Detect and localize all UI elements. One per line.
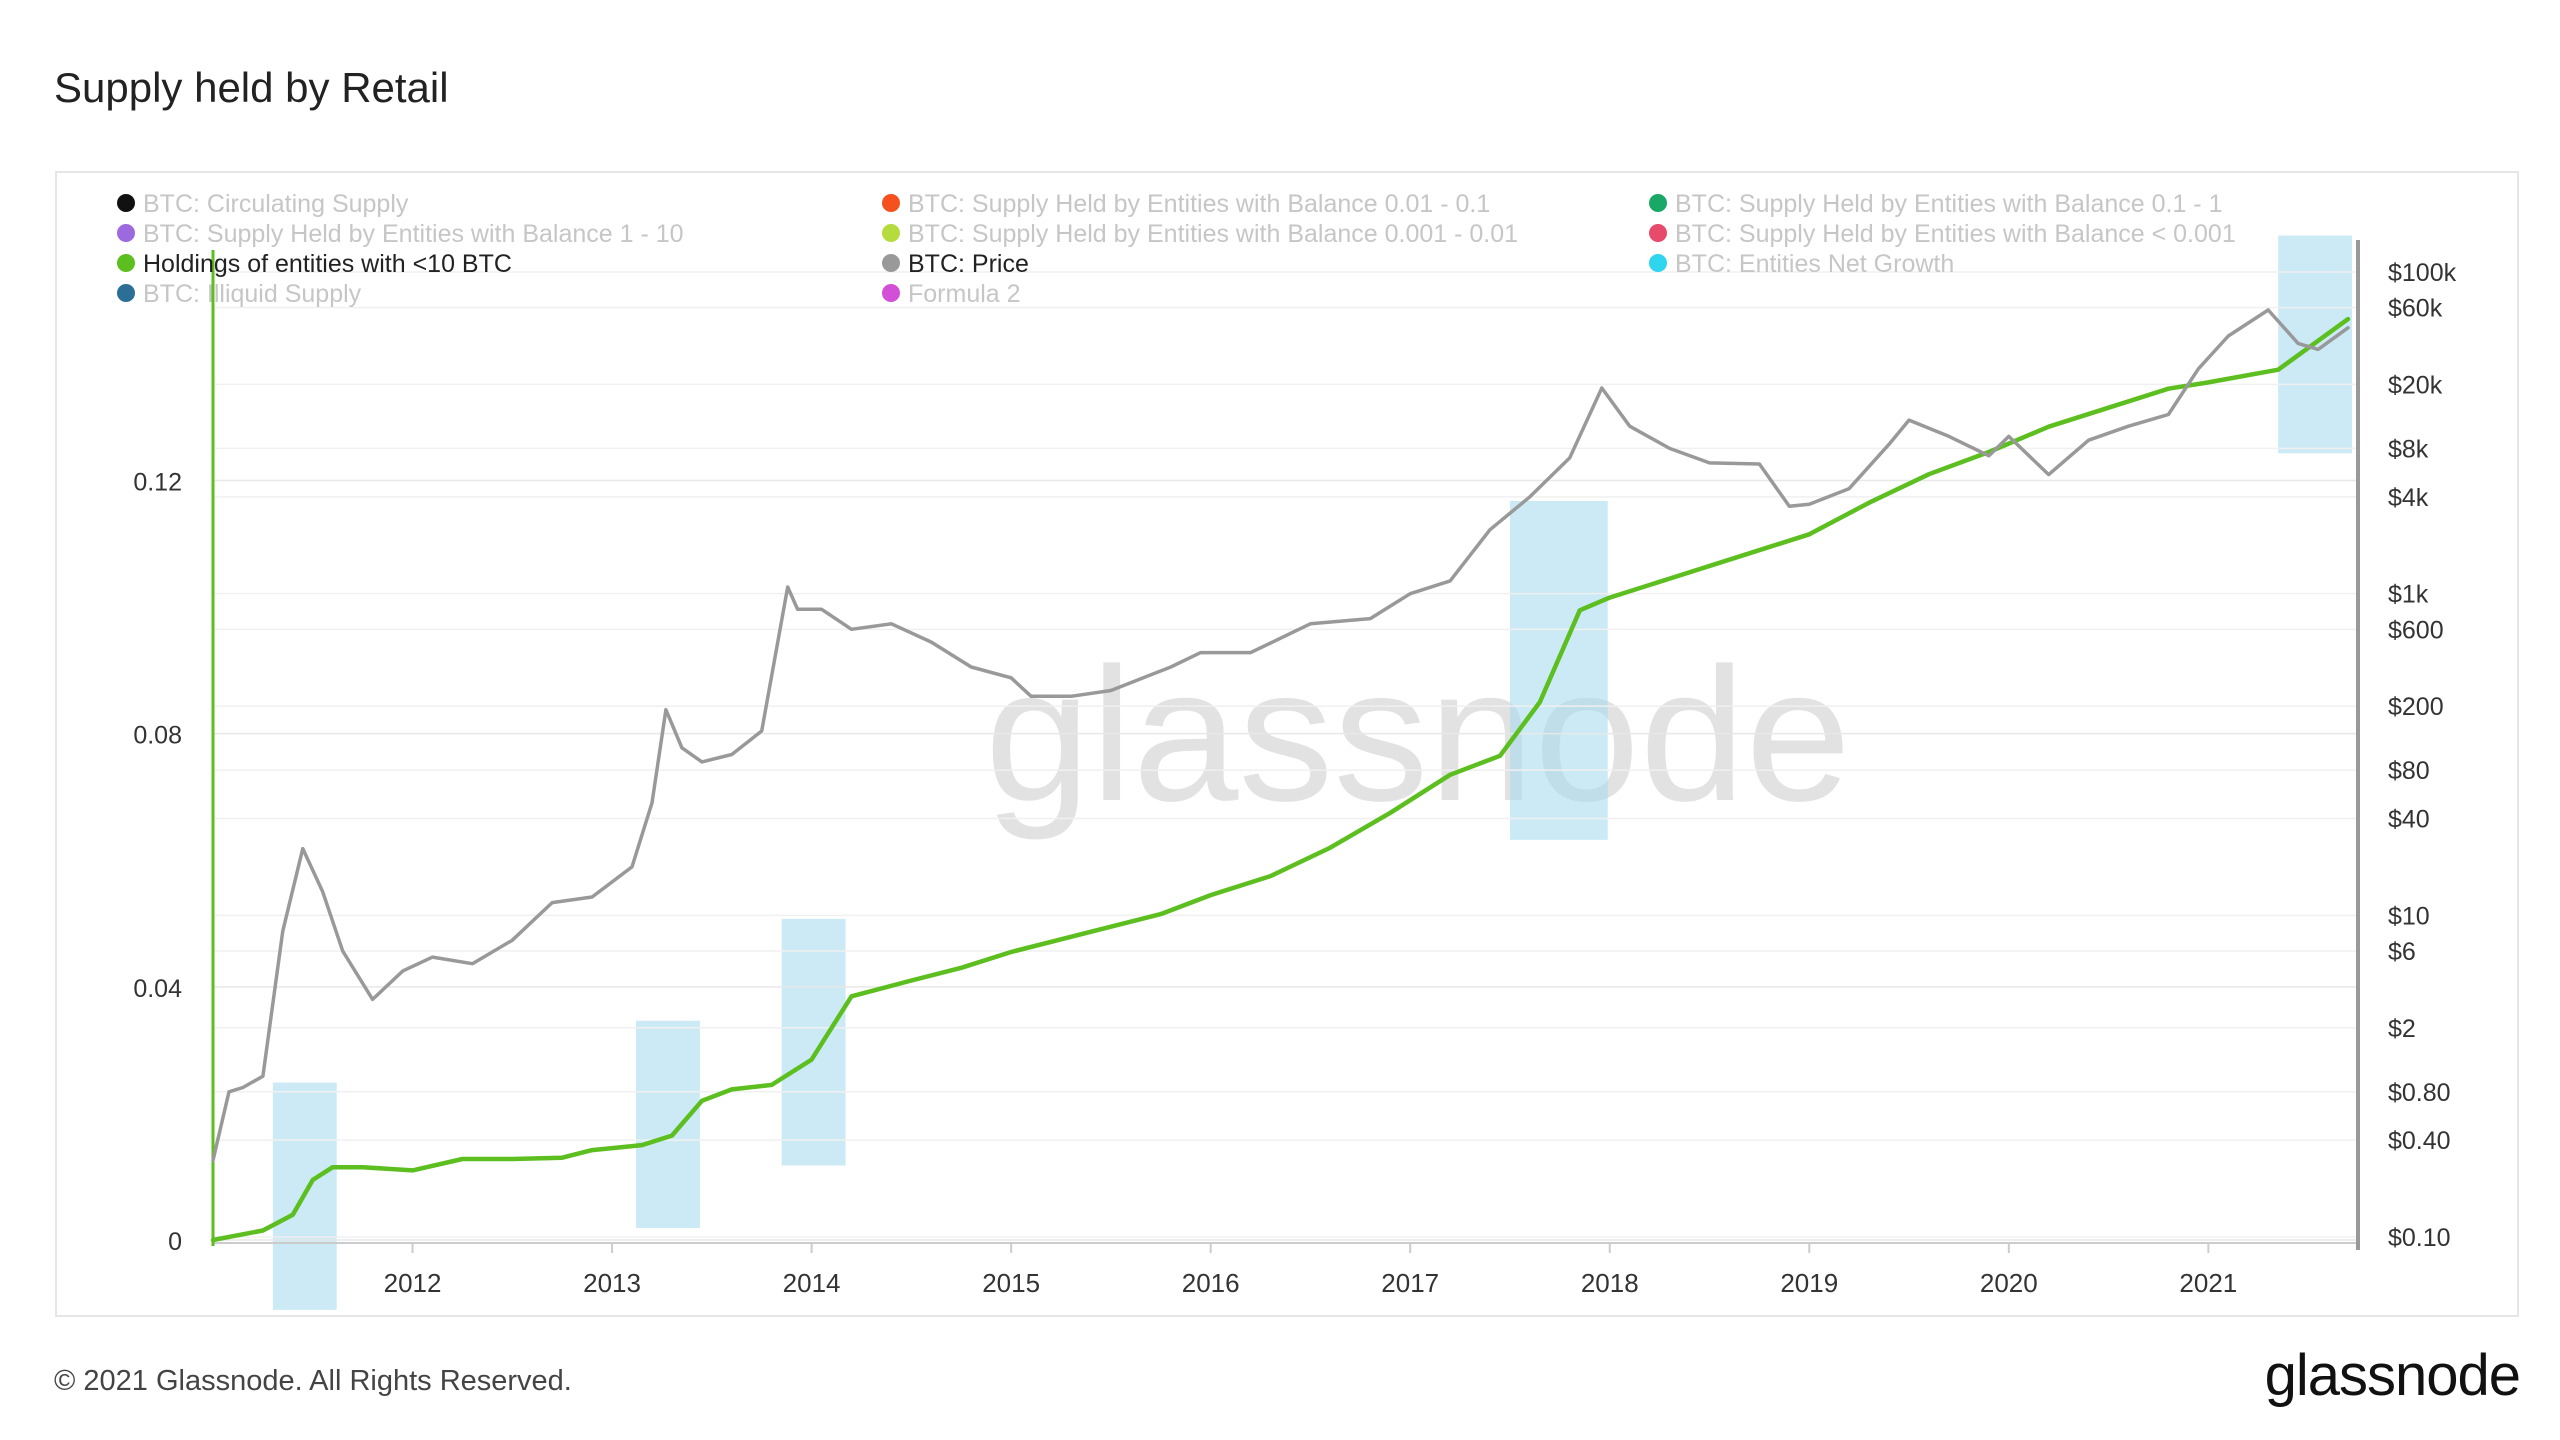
legend-item[interactable]: BTC: Price (882, 250, 1029, 278)
y-left-tick-label: 0.04 (133, 975, 182, 1003)
legend-swatch-icon (882, 194, 900, 212)
y-right-tick-label: $40 (2388, 806, 2430, 834)
legend-item[interactable]: BTC: Entities Net Growth (1649, 250, 1954, 278)
x-tick-label: 2014 (783, 1268, 841, 1298)
legend-item[interactable]: BTC: Supply Held by Entities with Balanc… (882, 190, 1490, 218)
x-tick-label: 2017 (1381, 1268, 1439, 1298)
highlight-box-4 (1509, 500, 1608, 840)
series-line-btc-price (211, 308, 2350, 1163)
y-right-tick-label: $6 (2388, 938, 2416, 966)
legend-label: BTC: Price (908, 250, 1029, 278)
y-right-tick-label: $0.40 (2388, 1127, 2451, 1155)
page-title: Supply held by Retail (54, 64, 449, 111)
x-tick-label: 2016 (1182, 1268, 1240, 1298)
y-right-tick-label: $10 (2388, 902, 2430, 930)
watermark: glassnode (985, 629, 1851, 841)
y-right-tick-label: $80 (2388, 757, 2430, 785)
legend-item[interactable]: BTC: Supply Held by Entities with Balanc… (117, 220, 684, 248)
y-right-tick-label: $8k (2388, 435, 2429, 463)
legend-item[interactable]: BTC: Circulating Supply (117, 190, 409, 218)
legend-item[interactable]: BTC: Supply Held by Entities with Balanc… (882, 220, 1518, 248)
legend-swatch-icon (882, 224, 900, 242)
y-right-tick-label: $1k (2388, 581, 2429, 609)
y-right-tick-label: $60k (2388, 295, 2443, 323)
x-tick-label: 2018 (1581, 1268, 1639, 1298)
x-tick-label: 2015 (982, 1268, 1040, 1298)
legend-label: Holdings of entities with <10 BTC (143, 250, 512, 278)
copyright-text: © 2021 Glassnode. All Rights Reserved. (54, 1365, 572, 1397)
x-tick-label: 2012 (384, 1268, 442, 1298)
legend-item[interactable]: BTC: Supply Held by Entities with Balanc… (1649, 190, 2223, 218)
legend-label: BTC: Supply Held by Entities with Balanc… (908, 220, 1518, 248)
legend-item[interactable]: Formula 2 (882, 280, 1021, 308)
highlight-box-3 (781, 918, 846, 1166)
legend-swatch-icon (117, 254, 135, 272)
legend-label: BTC: Supply Held by Entities with Balanc… (143, 220, 684, 248)
highlight-box-2 (636, 1020, 700, 1229)
brand-logo: glassnode (2264, 1343, 2521, 1408)
legend-swatch-icon (1649, 224, 1667, 242)
legend-label: BTC: Circulating Supply (143, 190, 409, 218)
x-tick-label: 2021 (2179, 1268, 2237, 1298)
chart-frame (55, 171, 2519, 1317)
legend-swatch-icon (882, 284, 900, 302)
legend-item[interactable]: BTC: Supply Held by Entities with Balanc… (1649, 220, 2236, 248)
legend-swatch-icon (882, 254, 900, 272)
y-right-tick-label: $2 (2388, 1015, 2416, 1043)
y-right-tick-label: $200 (2388, 693, 2444, 721)
legend-swatch-icon (117, 194, 135, 212)
legend-swatch-icon (117, 284, 135, 302)
legend-item[interactable]: Holdings of entities with <10 BTC (117, 250, 512, 278)
series-line-retail-holdings (210, 316, 2351, 1243)
legend-swatch-icon (1649, 254, 1667, 272)
x-tick-label: 2020 (1980, 1268, 2038, 1298)
y-right-tick-label: $4k (2388, 484, 2429, 512)
y-right-tick-label: $20k (2388, 371, 2443, 399)
legend-label: BTC: Supply Held by Entities with Balanc… (1675, 220, 2236, 248)
y-right-tick-label: $0.10 (2388, 1224, 2451, 1252)
legend-swatch-icon (117, 224, 135, 242)
legend-swatch-icon (1649, 194, 1667, 212)
x-tick-label: 2019 (1780, 1268, 1838, 1298)
legend-label: BTC: Illiquid Supply (143, 280, 362, 308)
y-right-tick-label: $100k (2388, 259, 2457, 287)
legend-label: BTC: Supply Held by Entities with Balanc… (1675, 190, 2223, 218)
legend-label: BTC: Entities Net Growth (1675, 250, 1954, 278)
y-right-tick-label: $600 (2388, 616, 2444, 644)
legend-label: BTC: Supply Held by Entities with Balanc… (908, 190, 1490, 218)
y-left-tick-label: 0 (168, 1228, 182, 1256)
x-tick-label: 2013 (583, 1268, 641, 1298)
legend-label: Formula 2 (908, 280, 1021, 308)
y-left-tick-label: 0.08 (133, 722, 182, 750)
y-left-tick-label: 0.12 (133, 469, 182, 497)
legend-item[interactable]: BTC: Illiquid Supply (117, 280, 362, 308)
y-right-tick-label: $0.80 (2388, 1079, 2451, 1107)
